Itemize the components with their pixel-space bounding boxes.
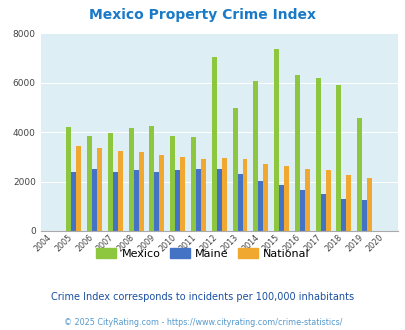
Bar [284, 166, 288, 231]
Bar [237, 174, 242, 231]
Bar [320, 194, 325, 231]
Bar [180, 157, 185, 231]
Bar [273, 49, 278, 231]
Bar [299, 190, 304, 231]
Bar [294, 75, 299, 231]
Bar [221, 158, 226, 231]
Bar [175, 170, 180, 231]
Bar [133, 170, 138, 231]
Bar [304, 169, 309, 231]
Bar [71, 172, 76, 231]
Text: Crime Index corresponds to incidents per 100,000 inhabitants: Crime Index corresponds to incidents per… [51, 292, 354, 302]
Text: Mexico Property Crime Index: Mexico Property Crime Index [89, 8, 316, 22]
Bar [216, 169, 221, 231]
Bar [232, 109, 237, 231]
Bar [92, 169, 97, 231]
Bar [113, 172, 117, 231]
Bar [258, 181, 262, 231]
Bar [87, 136, 92, 231]
Bar [278, 185, 284, 231]
Bar [128, 128, 133, 231]
Bar [159, 155, 164, 231]
Bar [117, 150, 123, 231]
Bar [336, 85, 341, 231]
Bar [345, 175, 350, 231]
Bar [196, 169, 200, 231]
Bar [325, 170, 330, 231]
Bar [211, 56, 216, 231]
Bar [366, 178, 371, 231]
Bar [242, 159, 247, 231]
Bar [262, 164, 268, 231]
Bar [76, 146, 81, 231]
Bar [361, 200, 366, 231]
Bar [190, 137, 196, 231]
Bar [315, 78, 320, 231]
Bar [108, 133, 113, 231]
Bar [138, 152, 143, 231]
Legend: Mexico, Maine, National: Mexico, Maine, National [92, 244, 313, 263]
Bar [356, 118, 361, 231]
Bar [253, 81, 258, 231]
Bar [200, 159, 205, 231]
Bar [154, 172, 159, 231]
Bar [341, 199, 345, 231]
Bar [149, 126, 154, 231]
Bar [97, 148, 102, 231]
Bar [66, 127, 71, 231]
Bar [170, 136, 175, 231]
Text: © 2025 CityRating.com - https://www.cityrating.com/crime-statistics/: © 2025 CityRating.com - https://www.city… [64, 318, 341, 327]
